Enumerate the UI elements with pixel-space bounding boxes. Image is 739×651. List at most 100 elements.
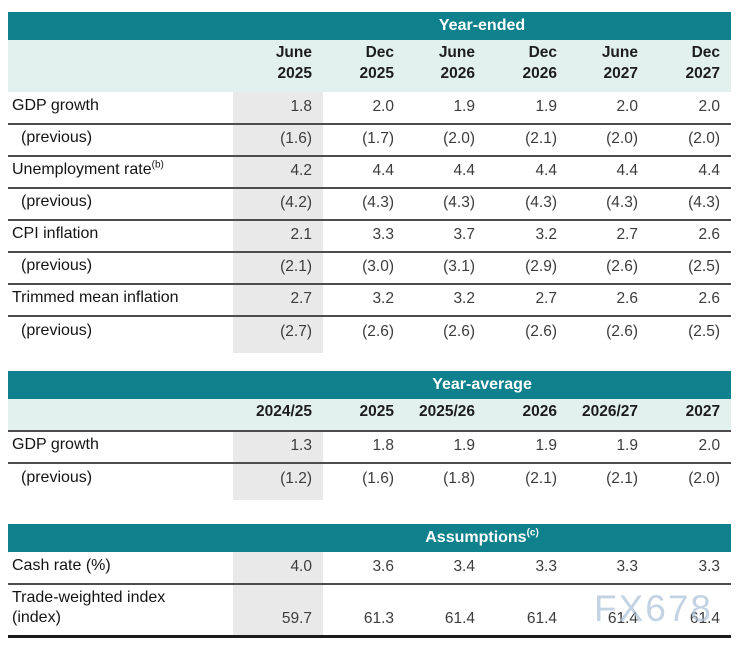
- row-label: (previous): [8, 124, 233, 157]
- table-title: Assumptions(c): [233, 524, 732, 552]
- value-cell: 1.3: [233, 431, 323, 464]
- table-title: Year-average: [233, 371, 732, 399]
- value-cell: (2.6): [568, 252, 649, 285]
- value-cell: 4.4: [568, 156, 649, 189]
- value-cell: (1.6): [362, 470, 394, 487]
- value-cell: (1.6): [233, 124, 323, 157]
- row-label: (previous): [8, 252, 233, 285]
- value-cell: 2.6: [568, 284, 649, 317]
- value-cell: (2.6): [362, 323, 394, 340]
- value-cell: 2.1: [233, 220, 323, 253]
- value-cell: 61.3: [323, 584, 405, 638]
- row-label: Trade-weighted index (index): [8, 584, 233, 638]
- value-cell: (4.3): [323, 188, 405, 221]
- value-cell: 3.4: [405, 552, 486, 585]
- shaded-column-stub: [233, 348, 323, 353]
- table-row: Unemployment rate(b) 4.2 4.4 4.4 4.4 4.4 4.4: [8, 156, 732, 189]
- value-cell: (2.0): [568, 124, 649, 157]
- value-cell: (2.5): [649, 252, 732, 285]
- title-row-spacer: [8, 524, 233, 552]
- value-cell: (2.6): [525, 323, 557, 340]
- table-row: (previous) (2.1) (3.0) (3.1) (2.9) (2.6) (2.5): [8, 252, 732, 285]
- row-label-header: [8, 40, 233, 92]
- assumptions-table: Assumptions(c) Cash rate (%) 4.0 3.6 3.4 3.3 3…: [8, 524, 732, 638]
- value-cell: 61.4: [486, 584, 568, 638]
- value-cell: (1.2): [233, 463, 323, 495]
- data-table: Assumptions(c) Cash rate (%) 4.0 3.6 3.4 3.3 3…: [8, 524, 732, 638]
- table-row: (previous) (1.2) (1.6) (1.8) (2.1) (2.1) (2.0): [8, 463, 731, 495]
- row-label: (previous): [21, 469, 93, 486]
- column-header: June 2025: [233, 40, 323, 92]
- value-cell: (3.1): [405, 252, 486, 285]
- row-label: CPI inflation: [8, 220, 233, 253]
- value-cell: 3.3: [486, 552, 568, 585]
- table-row: Cash rate (%) 4.0 3.6 3.4 3.3 3.3 3.3: [8, 552, 732, 585]
- column-header: Dec 2025: [323, 40, 405, 92]
- value-cell: 4.0: [233, 552, 323, 585]
- row-label: (previous): [8, 188, 233, 221]
- table-row: (previous) (1.6) (1.7) (2.0) (2.1) (2.0) (2.0): [8, 124, 732, 157]
- value-cell: 61.4: [568, 584, 649, 638]
- value-cell: (2.1): [486, 124, 568, 157]
- table-title: Year-ended: [233, 12, 732, 40]
- column-header: 2025/26: [405, 399, 486, 432]
- value-cell: 3.6: [323, 552, 405, 585]
- value-cell: (2.1): [606, 470, 638, 487]
- value-cell: 4.4: [486, 156, 568, 189]
- value-cell: 2.7: [568, 220, 649, 253]
- row-label: GDP growth: [8, 431, 233, 464]
- table-row: GDP growth 1.8 2.0 1.9 1.9 2.0 2.0: [8, 92, 732, 125]
- value-cell: 1.9: [405, 92, 486, 125]
- value-cell: (1.8): [443, 470, 475, 487]
- value-cell: (2.0): [688, 470, 721, 487]
- column-header: 2026: [486, 399, 568, 432]
- value-cell: 1.9: [405, 431, 486, 464]
- column-header: June 2027: [568, 40, 649, 92]
- column-header: 2025: [323, 399, 405, 432]
- year-ended-table: Year-ended June 2025 Dec 2025 June 2026 Dec 2026…: [8, 12, 732, 353]
- table-row: CPI inflation 2.1 3.3 3.7 3.2 2.7 2.6: [8, 220, 732, 253]
- value-cell: 3.3: [568, 552, 649, 585]
- value-cell: 2.0: [649, 431, 732, 464]
- value-cell: 3.2: [323, 284, 405, 317]
- value-cell: 2.0: [323, 92, 405, 125]
- value-cell: 2.7: [486, 284, 568, 317]
- column-header: 2027: [649, 399, 732, 432]
- value-cell: (2.6): [443, 323, 475, 340]
- value-cell: 4.2: [233, 156, 323, 189]
- value-cell: 1.9: [486, 92, 568, 125]
- value-cell: 2.6: [649, 220, 732, 253]
- value-cell: 1.8: [323, 431, 405, 464]
- value-cell: 4.4: [323, 156, 405, 189]
- value-cell: 4.4: [405, 156, 486, 189]
- value-cell: (4.3): [405, 188, 486, 221]
- value-cell: (2.6): [606, 323, 638, 340]
- title-row-spacer: [8, 371, 233, 399]
- row-label-header: [8, 399, 233, 432]
- value-cell: 1.8: [233, 92, 323, 125]
- table-row: (previous) (2.7) (2.6) (2.6) (2.6) (2.6) (2.5): [8, 316, 731, 348]
- row-label: Cash rate (%): [8, 552, 233, 585]
- value-cell: (2.0): [649, 124, 732, 157]
- value-cell: (2.9): [486, 252, 568, 285]
- value-cell: 2.0: [568, 92, 649, 125]
- column-header: June 2026: [405, 40, 486, 92]
- title-row-spacer: [8, 12, 233, 40]
- value-cell: 2.7: [233, 284, 323, 317]
- row-label: GDP growth: [8, 92, 233, 125]
- value-cell: 3.3: [323, 220, 405, 253]
- data-table: Year-average 2024/25 2025 2025/26 2026 2026/2…: [8, 371, 732, 495]
- column-header: 2024/25: [233, 399, 323, 432]
- value-cell: 2.0: [649, 92, 732, 125]
- value-cell: (2.1): [525, 470, 557, 487]
- value-cell: (4.3): [486, 188, 568, 221]
- value-cell: 4.4: [649, 156, 732, 189]
- value-cell: 1.9: [486, 431, 568, 464]
- table-row: Trimmed mean inflation 2.7 3.2 3.2 2.7 2.6 2.6: [8, 284, 732, 317]
- value-cell: 59.7: [233, 584, 323, 638]
- value-cell: (4.3): [649, 188, 732, 221]
- value-cell: 3.2: [405, 284, 486, 317]
- shaded-column-stub: [233, 495, 323, 500]
- row-label: (previous): [21, 322, 93, 339]
- value-cell: (2.1): [233, 252, 323, 285]
